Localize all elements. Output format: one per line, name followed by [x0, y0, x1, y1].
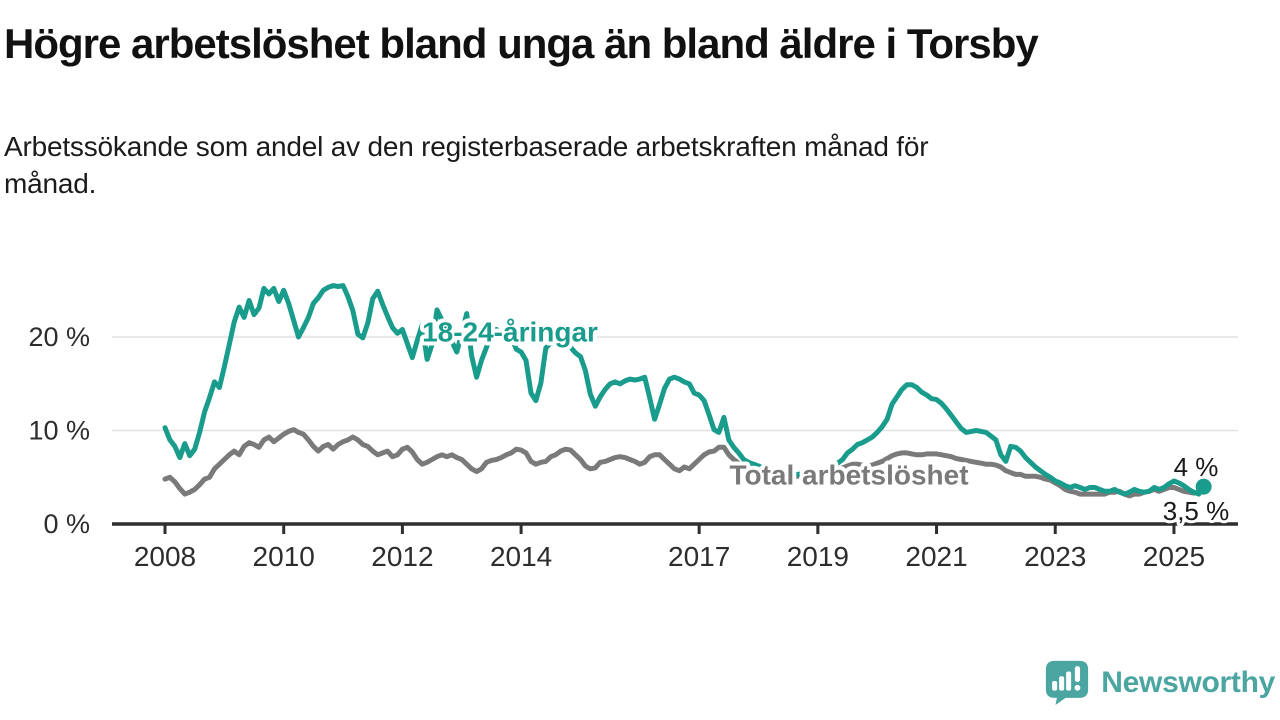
- subtitle-line-1: Arbetssökande som andel av den registerb…: [4, 131, 929, 162]
- x-tick-label-2019: 2019: [787, 541, 849, 572]
- series-line-18-24-ringar: [162, 283, 1207, 497]
- subtitle-line-2: månad.: [4, 168, 97, 199]
- series-line-total-arbetsl-shet: [162, 427, 1207, 499]
- page-title: Högre arbetslöshet bland unga än bland ä…: [4, 20, 1039, 67]
- bar-2: [1059, 676, 1065, 691]
- x-tick-label-2021: 2021: [905, 541, 967, 572]
- x-tick-label-2008: 2008: [134, 541, 196, 572]
- end-value-label-4-: 4 %: [1174, 452, 1219, 482]
- x-tick-label-2010: 2010: [253, 541, 315, 572]
- newsworthy-logo-text: Newsworthy: [1101, 665, 1275, 699]
- newsworthy-branding: Newsworthy: [1043, 659, 1275, 706]
- bar-3: [1066, 671, 1072, 691]
- exclamation-stem: [1075, 666, 1081, 683]
- bar-1: [1052, 681, 1058, 691]
- end-value-label-3-5-: 3,5 %: [1163, 496, 1230, 526]
- series-label-18-24-ringar: 18-24-åringar: [422, 317, 598, 348]
- y-tick-label-0: 0 %: [43, 509, 90, 539]
- chart-subtitle: Arbetssökande som andel av den registerb…: [4, 128, 1204, 202]
- series-label-total-arbetsl-shet: Total arbetslöshet: [729, 460, 968, 491]
- y-tick-label-20: 20 %: [28, 322, 90, 352]
- x-tick-label-2017: 2017: [668, 541, 730, 572]
- header: Högre arbetslöshet bland unga än bland ä…: [4, 20, 1276, 68]
- x-tick-label-2014: 2014: [490, 541, 552, 572]
- series-end-dot-18-24-ringar: [1195, 478, 1212, 495]
- y-tick-label-10: 10 %: [28, 416, 90, 446]
- x-tick-label-2025: 2025: [1143, 541, 1205, 572]
- newsworthy-logo-icon: [1046, 660, 1089, 706]
- x-tick-label-2012: 2012: [371, 541, 433, 572]
- exclamation-dot: [1074, 684, 1081, 691]
- x-tick-label-2023: 2023: [1024, 541, 1086, 572]
